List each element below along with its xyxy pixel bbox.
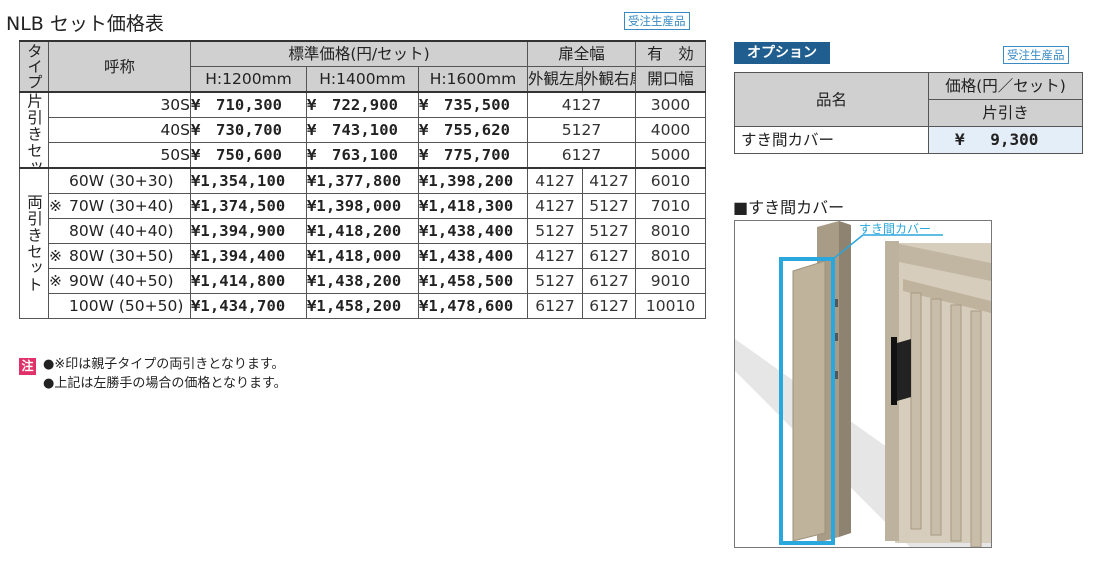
row-name: 70W (30+40) (69, 197, 174, 215)
notes: ●※印は親子タイプの両引きとなります。 ●上記は左勝手の場合の価格となります。 (43, 355, 287, 393)
door-left: 4127 (527, 243, 584, 269)
row-name: 30S (48, 91, 191, 118)
price-h1400: ¥1,377,800 (306, 167, 419, 194)
door-right: 5127 (582, 193, 637, 219)
option-made-to-order-badge: 受注生産品 (1003, 46, 1069, 64)
option-item-price: ¥ 9,300 (928, 126, 1083, 154)
note-line: ●上記は左勝手の場合の価格となります。 (43, 376, 287, 391)
door-left: 5127 (527, 268, 584, 294)
price-h1200: ¥ 730,700 (190, 117, 307, 143)
price-h1400: ¥1,418,200 (306, 218, 419, 244)
row-name: 50S (48, 142, 191, 169)
col-type: タイプ (19, 40, 49, 93)
effective-width: 8010 (635, 243, 707, 269)
col-outer-left: 外観左扉 (527, 66, 584, 93)
col-door-width: 扉全幅 (527, 40, 637, 67)
effective-width: 5000 (635, 142, 707, 169)
effective-width: 6010 (635, 167, 707, 194)
door-right: 4127 (582, 167, 637, 194)
price-h1600: ¥ 775,700 (417, 142, 529, 169)
price-h1400: ¥1,458,200 (306, 293, 419, 319)
door-left: 4127 (527, 167, 584, 194)
col-effective-1: 有 効 (635, 40, 707, 67)
note-line: ●※印は親子タイプの両引きとなります。 (43, 357, 285, 372)
effective-width: 3000 (635, 91, 707, 118)
price-h1600: ¥1,438,400 (417, 243, 529, 269)
option-table: 品名 価格(円／セット) 片引き すき間カバー ¥ 9,300 (734, 72, 1083, 154)
price-h1400: ¥1,438,200 (306, 268, 419, 294)
col-h1200: H:1200mm (190, 66, 307, 93)
made-to-order-badge: 受注生産品 (624, 12, 690, 30)
door-width: 5127 (527, 117, 637, 143)
col-name: 呼称 (48, 40, 191, 93)
figure-title: ■すき間カバー (733, 198, 845, 217)
page-title: NLB セット価格表 (6, 13, 164, 35)
door-right: 6127 (582, 293, 637, 319)
price-h1600: ¥1,438,400 (417, 218, 529, 244)
door-right: 6127 (582, 243, 637, 269)
row-name: 80W (40+40) (69, 222, 174, 240)
row-name: 100W (50+50) (69, 297, 184, 315)
door-left: 6127 (527, 293, 584, 319)
effective-width: 4000 (635, 117, 707, 143)
price-table: タイプ 呼称 標準価格(円/セット) 扉全幅 有 効 H:1200mm H:14… (19, 40, 707, 319)
gap-cover-illustration: すき間カバー (735, 221, 991, 547)
door-width: 4127 (527, 91, 637, 118)
price-h1600: ¥ 755,620 (417, 117, 529, 143)
price-h1200: ¥ 750,600 (190, 142, 307, 169)
price-h1600: ¥ 735,500 (417, 91, 529, 118)
door-left: 5127 (527, 218, 584, 244)
price-h1400: ¥1,398,000 (306, 193, 419, 219)
price-h1600: ¥1,478,600 (417, 293, 529, 319)
col-effective-2: 開口幅 (635, 66, 707, 93)
row-mark: ※ (49, 197, 63, 215)
price-h1400: ¥ 722,900 (306, 91, 419, 118)
price-h1200: ¥1,394,900 (190, 218, 307, 244)
price-h1400: ¥ 743,100 (306, 117, 419, 143)
option-col-sub: 片引き (928, 99, 1083, 127)
effective-width: 7010 (635, 193, 707, 219)
row-mark: ※ (49, 272, 63, 290)
col-std-price: 標準価格(円/セット) (189, 40, 529, 67)
gap-cover-figure: すき間カバー (734, 220, 992, 548)
row-name: 90W (40+50) (69, 272, 174, 290)
row-mark: ※ (49, 247, 63, 265)
col-h1400: H:1400mm (306, 66, 419, 93)
option-col-price: 価格(円／セット) (928, 72, 1083, 100)
price-h1200: ¥1,374,500 (190, 193, 307, 219)
price-h1200: ¥ 710,300 (190, 91, 307, 118)
type-single: 片引きセット (19, 91, 49, 169)
door-width: 6127 (527, 142, 637, 169)
door-right: 5127 (582, 218, 637, 244)
option-col-name: 品名 (734, 72, 929, 127)
option-item-name: すき間カバー (734, 126, 929, 154)
effective-width: 10010 (635, 293, 707, 319)
price-h1200: ¥1,394,400 (190, 243, 307, 269)
price-h1200: ¥1,414,800 (190, 268, 307, 294)
col-outer-right: 外観右扉 (582, 66, 637, 93)
price-h1600: ¥1,458,500 (417, 268, 529, 294)
door-left: 4127 (527, 193, 584, 219)
type-double: 両引きセット (19, 167, 49, 319)
price-h1400: ¥1,418,000 (306, 243, 419, 269)
price-h1600: ¥1,418,300 (417, 193, 529, 219)
row-name: 60W (30+30) (69, 172, 174, 190)
door-right: 6127 (582, 268, 637, 294)
price-h1400: ¥ 763,100 (306, 142, 419, 169)
option-label: オプション (734, 42, 830, 64)
callout-label: すき間カバー (859, 222, 931, 236)
price-h1200: ¥1,434,700 (190, 293, 307, 319)
col-h1600: H:1600mm (417, 66, 529, 93)
price-h1600: ¥1,398,200 (417, 167, 529, 194)
effective-width: 8010 (635, 218, 707, 244)
effective-width: 9010 (635, 268, 707, 294)
price-h1200: ¥1,354,100 (190, 167, 307, 194)
note-badge: 注 (19, 358, 36, 375)
row-name: 40S (48, 117, 191, 143)
row-name: 80W (30+50) (69, 247, 174, 265)
